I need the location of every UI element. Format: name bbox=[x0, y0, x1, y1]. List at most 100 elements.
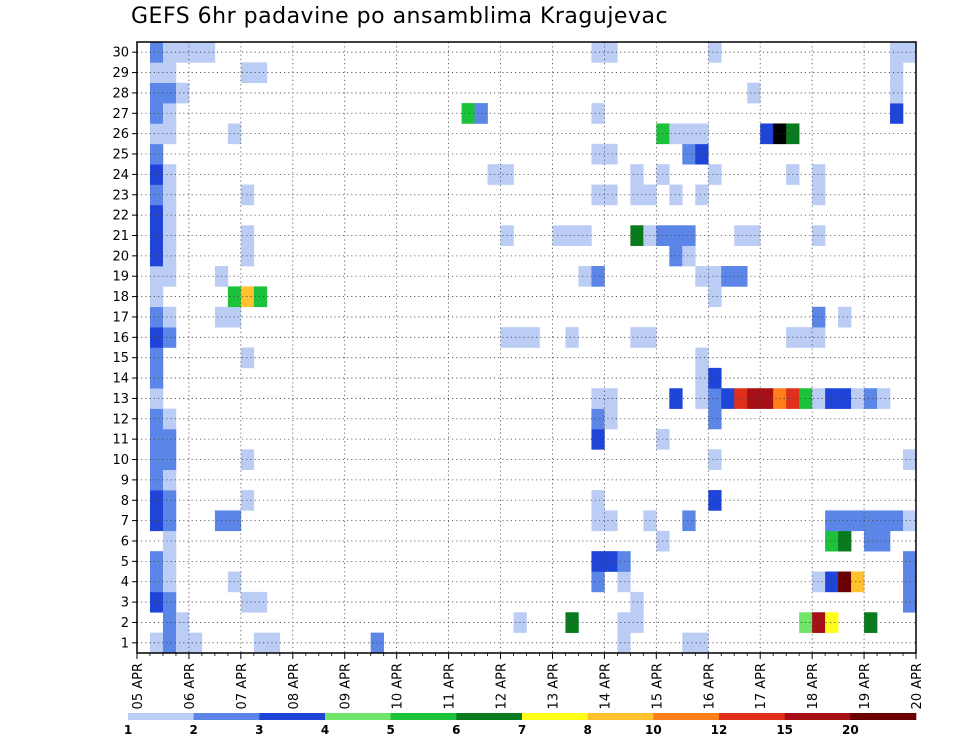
heatmap-cell bbox=[591, 42, 605, 63]
heatmap-cell bbox=[838, 571, 852, 593]
heatmap-cell bbox=[591, 571, 605, 593]
heatmap-cell bbox=[149, 204, 164, 226]
heatmap-cell bbox=[149, 306, 164, 328]
heatmap-cell bbox=[162, 612, 177, 633]
heatmap-cell bbox=[162, 428, 177, 450]
heatmap-cell bbox=[149, 286, 164, 308]
x-tick-label: 07 APR bbox=[235, 663, 250, 709]
heatmap-cell bbox=[669, 388, 683, 409]
heatmap-cell bbox=[812, 612, 826, 633]
heatmap-cell bbox=[253, 286, 268, 308]
heatmap-cell bbox=[604, 143, 618, 165]
heatmap-cell bbox=[253, 62, 268, 84]
heatmap-cell bbox=[240, 591, 255, 613]
heatmap-cell bbox=[747, 225, 761, 246]
y-tick-label: 18 bbox=[112, 290, 129, 305]
heatmap-cell bbox=[695, 143, 709, 165]
heatmap-cell bbox=[565, 612, 579, 633]
heatmap-cell bbox=[669, 123, 683, 145]
heatmap-cell bbox=[565, 225, 579, 246]
heatmap-cell bbox=[149, 591, 164, 613]
heatmap-cell bbox=[825, 530, 839, 552]
heatmap-cell bbox=[175, 42, 190, 63]
heatmap-cell bbox=[474, 103, 488, 124]
heatmap-cell bbox=[591, 408, 605, 430]
heatmap-cell bbox=[604, 551, 618, 572]
colorbar-swatch bbox=[719, 713, 785, 720]
heatmap-cell bbox=[864, 612, 878, 633]
heatmap-cell bbox=[604, 184, 618, 206]
colorbar-label: 12 bbox=[711, 723, 728, 737]
y-tick-label: 23 bbox=[112, 188, 129, 203]
heatmap-cell bbox=[149, 571, 164, 593]
heatmap-cell bbox=[695, 266, 709, 287]
heatmap-cell bbox=[617, 551, 631, 572]
colorbar-swatch bbox=[653, 713, 720, 720]
heatmap-cell bbox=[149, 164, 164, 185]
heatmap-cell bbox=[591, 428, 605, 450]
heatmap-cell bbox=[175, 612, 190, 633]
heatmap-cell bbox=[890, 62, 904, 84]
heatmap-cell bbox=[903, 42, 917, 63]
colorbar-label: 7 bbox=[518, 723, 526, 737]
heatmap-cell bbox=[240, 347, 255, 369]
y-tick-label: 25 bbox=[112, 148, 129, 163]
y-tick-label: 3 bbox=[121, 596, 129, 611]
heatmap-cell bbox=[149, 347, 164, 369]
colorbar-label: 8 bbox=[583, 723, 591, 737]
colorbar-swatch bbox=[193, 713, 260, 720]
colorbar-label: 2 bbox=[189, 723, 197, 737]
heatmap-cell bbox=[162, 164, 177, 185]
x-tick-label: 17 APR bbox=[754, 663, 769, 709]
heatmap-cell bbox=[149, 490, 164, 511]
heatmap-cell bbox=[760, 388, 774, 409]
heatmap-cell bbox=[162, 62, 177, 84]
heatmap-cell bbox=[708, 286, 722, 308]
heatmap-cell bbox=[812, 184, 826, 206]
colorbar-swatch bbox=[259, 713, 326, 720]
heatmap-cell bbox=[188, 632, 203, 654]
y-tick-label: 16 bbox=[112, 331, 129, 346]
x-tick-label: 11 APR bbox=[443, 663, 458, 709]
heatmap-cell bbox=[149, 103, 164, 124]
heatmap-cell bbox=[812, 327, 826, 348]
heatmap-cell bbox=[903, 551, 917, 572]
y-tick-label: 22 bbox=[112, 209, 129, 224]
heatmap-cell bbox=[565, 327, 579, 348]
heatmap-cell bbox=[903, 571, 917, 593]
heatmap-cell bbox=[682, 225, 696, 246]
heatmap-cell bbox=[734, 225, 748, 246]
colorbar-label: 5 bbox=[386, 723, 394, 737]
colorbar-swatch bbox=[128, 713, 194, 720]
heatmap-cell bbox=[188, 42, 203, 63]
heatmap-cell bbox=[149, 367, 164, 389]
heatmap-cell bbox=[864, 530, 878, 552]
heatmap-cell bbox=[149, 327, 164, 348]
y-tick-label: 13 bbox=[112, 392, 129, 407]
heatmap-cell bbox=[240, 449, 255, 470]
heatmap-cell bbox=[734, 388, 748, 409]
heatmap-cell bbox=[162, 551, 177, 572]
heatmap-cell bbox=[864, 388, 878, 409]
heatmap-cell bbox=[812, 164, 826, 185]
heatmap-cell bbox=[162, 469, 177, 491]
heatmap-cell bbox=[903, 591, 917, 613]
x-tick-label: 08 APR bbox=[287, 663, 302, 709]
heatmap-cell bbox=[240, 245, 255, 267]
x-tick-label: 16 APR bbox=[702, 663, 717, 709]
heatmap-cell bbox=[162, 449, 177, 470]
heatmap-cell bbox=[708, 266, 722, 287]
heatmap-cell bbox=[617, 571, 631, 593]
colorbar-label: 1 bbox=[124, 723, 132, 737]
heatmap-cell bbox=[175, 632, 190, 654]
colorbar-swatch bbox=[456, 713, 523, 720]
x-tick-label: 05 APR bbox=[131, 663, 146, 709]
heatmap-cell bbox=[851, 571, 865, 593]
heatmap-cell bbox=[747, 388, 761, 409]
heatmap-cell bbox=[162, 530, 177, 552]
heatmap-cell bbox=[682, 632, 696, 654]
heatmap-cell bbox=[812, 225, 826, 246]
heatmap-cell bbox=[149, 143, 164, 165]
heatmap-cell bbox=[162, 245, 177, 267]
heatmap-cell bbox=[162, 42, 177, 63]
